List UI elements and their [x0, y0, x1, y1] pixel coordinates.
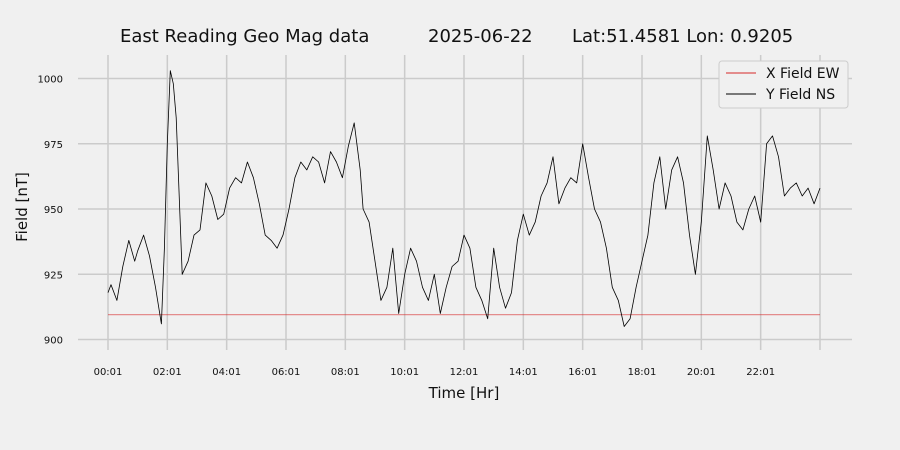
y-tick-label: 900 — [44, 336, 63, 347]
x-tick-label: 18:01 — [628, 367, 657, 378]
chart-title-location: Lat:51.4581 Lon: 0.9205 — [572, 26, 793, 47]
x-axis-label: Time [Hr] — [428, 384, 500, 402]
y-axis-label: Field [nT] — [13, 172, 31, 242]
x-tick-label: 02:01 — [153, 367, 182, 378]
series-layer — [107, 70, 821, 327]
y-tick-label: 950 — [44, 205, 63, 216]
y-tick-label: 925 — [44, 270, 63, 281]
x-tick-label: 14:01 — [509, 367, 538, 378]
legend-label-x-field: X Field EW — [766, 66, 840, 82]
y-tick-label: 975 — [44, 140, 63, 151]
x-tick-label: 08:01 — [331, 367, 360, 378]
x-tick-label: 10:01 — [390, 367, 419, 378]
y-axis-ticks: 900 925 950 975 1000 — [38, 74, 63, 346]
x-tick-label: 16:01 — [568, 367, 597, 378]
x-tick-label: 22:01 — [746, 367, 775, 378]
legend: X Field EW Y Field NS — [718, 60, 849, 109]
x-tick-label: 12:01 — [450, 367, 479, 378]
series-line-y-field — [107, 70, 821, 327]
x-tick-label: 04:01 — [212, 367, 241, 378]
x-axis-ticks: 00:01 02:01 04:01 06:01 08:01 10:01 12:01 14:01… — [94, 367, 775, 378]
chart-title-date: 2025-06-22 — [428, 26, 533, 47]
x-tick-label: 00:01 — [94, 367, 123, 378]
x-tick-label: 06:01 — [272, 367, 301, 378]
grid — [78, 55, 852, 350]
x-tick-label: 20:01 — [687, 367, 716, 378]
legend-label-y-field: Y Field NS — [765, 87, 835, 103]
chart-title-name: East Reading Geo Mag data — [120, 26, 369, 47]
y-tick-label: 1000 — [38, 74, 63, 85]
